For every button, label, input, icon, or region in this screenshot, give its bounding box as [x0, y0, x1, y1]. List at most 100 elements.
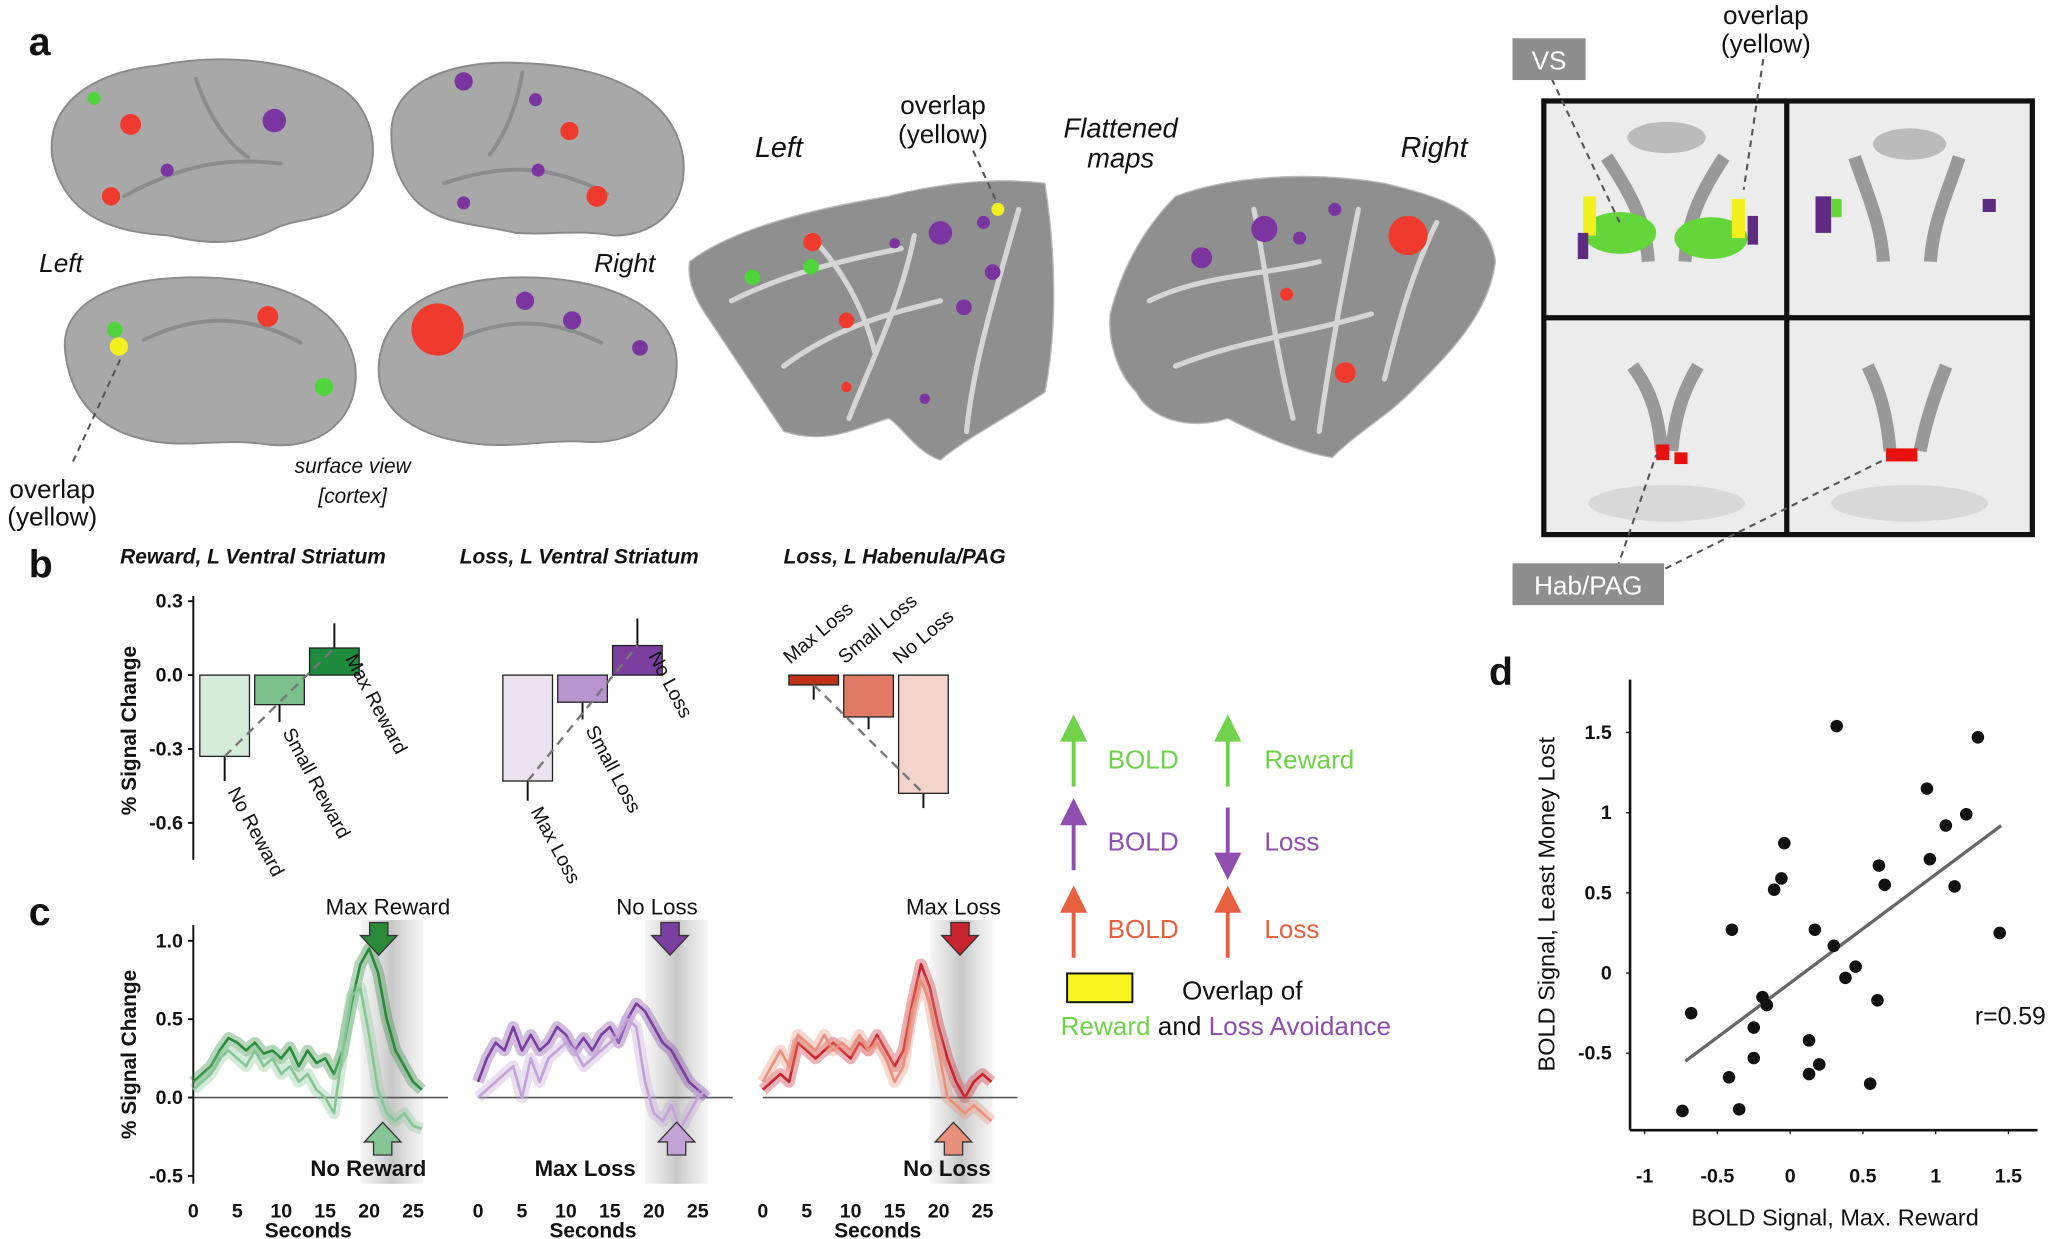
surface-brains: [50, 58, 685, 465]
y-tick-label: 0.3: [156, 591, 183, 613]
scatter-point: [1939, 819, 1953, 832]
x-tick-label: 1.5: [1995, 1165, 2022, 1187]
blob-green: [1831, 198, 1842, 218]
bar: [788, 674, 840, 686]
brain-lateral-right: [390, 61, 685, 237]
annotation: r=0.59: [1975, 1003, 2046, 1030]
y-tick-label: 0.0: [156, 665, 183, 687]
region-label: VS: [1532, 46, 1567, 76]
y-tick-label: 0.5: [1585, 882, 1612, 904]
series-label: Max Reward: [326, 895, 451, 920]
scatter-point: [1863, 1077, 1877, 1090]
scatter-point: [1760, 998, 1774, 1012]
blob-yellow: [109, 337, 128, 356]
slice-anatomy: [1588, 484, 1745, 522]
blob-red: [1674, 452, 1688, 465]
arrow-up: [1060, 714, 1088, 787]
x-tick-label: 25: [402, 1201, 424, 1223]
legend-text: and: [1158, 1011, 1202, 1041]
blob-purple: [919, 393, 930, 404]
scatter-point: [1725, 923, 1739, 937]
blob-purple: [515, 291, 535, 310]
x-tick-label: 5: [517, 1201, 528, 1223]
legend-text: Reward: [1264, 744, 1354, 774]
panel-letter: c: [29, 891, 51, 934]
legend-text: Reward: [1061, 1011, 1151, 1041]
scatter-point: [1732, 1103, 1746, 1116]
blob-yellow: [991, 202, 1005, 216]
trend-line: [812, 684, 925, 795]
scatter-point: [1948, 880, 1961, 893]
arrow-down: [358, 921, 399, 957]
blob-purple: [1577, 232, 1589, 260]
x-axis-title: Seconds: [834, 1219, 921, 1239]
blob-purple: [984, 264, 1001, 280]
blob-yellow: [1583, 196, 1597, 236]
y-tick-label: -0.5: [1578, 1043, 1612, 1065]
scatter-point: [1923, 852, 1937, 866]
hemisphere-label: Left: [39, 248, 84, 278]
bar: [897, 674, 949, 794]
arrow-up: [933, 1121, 974, 1156]
y-tick-label: -0.5: [149, 1165, 183, 1187]
series-label: No Loss: [903, 1156, 991, 1181]
legend-text: Loss: [1264, 914, 1319, 944]
scatter-point: [1684, 1006, 1698, 1020]
hemisphere-label: Left: [755, 132, 804, 164]
blob-green: [744, 269, 761, 286]
x-tick-label: 0: [1785, 1165, 1796, 1187]
scatter-point: [1775, 872, 1788, 885]
y-tick-label: 1.5: [1585, 722, 1612, 744]
x-tick-label: 1: [1930, 1165, 1941, 1187]
slice-anatomy: [1872, 128, 1947, 160]
scatter-point: [1871, 994, 1884, 1007]
scatter-point: [1920, 782, 1934, 795]
blob-purple: [457, 196, 471, 210]
blob-green: [1674, 217, 1748, 260]
x-tick-label: 15: [599, 1201, 621, 1223]
x-tick-label: 0: [473, 1201, 484, 1223]
y-tick-label: 1: [1601, 802, 1612, 824]
x-tick-label: 20: [643, 1201, 665, 1223]
blob-red: [1656, 444, 1670, 461]
blob-purple: [632, 339, 648, 356]
sulcus: [442, 321, 603, 349]
overlap-label: overlap: [900, 90, 986, 120]
brain-slices: [1512, 38, 2035, 606]
scatter-point: [1872, 859, 1886, 872]
series-line: [761, 963, 993, 1099]
activation-blobs: [744, 202, 1428, 404]
blob-purple: [1328, 202, 1342, 216]
y-tick-label: 0: [1601, 963, 1612, 985]
blob-green: [314, 377, 334, 397]
x-tick-label: -1: [1636, 1165, 1654, 1187]
blob-green: [87, 91, 101, 105]
scatter-point: [1747, 1051, 1761, 1065]
arrow-up: [1214, 885, 1242, 958]
blob-purple: [1191, 247, 1213, 269]
blob-yellow: [1731, 198, 1745, 239]
series-line: [192, 947, 423, 1091]
category-label: Max Loss: [526, 803, 585, 887]
chart-title: Loss, L Ventral Striatum: [460, 545, 699, 568]
trend-line: [526, 644, 639, 782]
blob-purple: [531, 163, 545, 177]
overlap-label: overlap: [1723, 0, 1809, 30]
blob-red: [1280, 287, 1294, 301]
blob-purple: [262, 108, 287, 133]
blob-purple: [1747, 215, 1759, 245]
scatter-point: [1767, 883, 1781, 896]
pointer-line: [1615, 454, 1890, 570]
blob-purple: [528, 93, 543, 107]
blob-red: [803, 232, 822, 252]
hemisphere-label: Right: [1401, 132, 1469, 164]
arrow-down: [940, 921, 980, 957]
y-tick-label: 1.0: [156, 930, 183, 952]
legend-text: BOLD: [1108, 744, 1179, 774]
caption: [cortex]: [317, 485, 388, 508]
x-tick-label: 20: [358, 1201, 380, 1223]
flatmap-title: maps: [1087, 143, 1154, 174]
blob-green: [803, 259, 819, 275]
x-tick-label: -0.5: [1700, 1165, 1734, 1187]
